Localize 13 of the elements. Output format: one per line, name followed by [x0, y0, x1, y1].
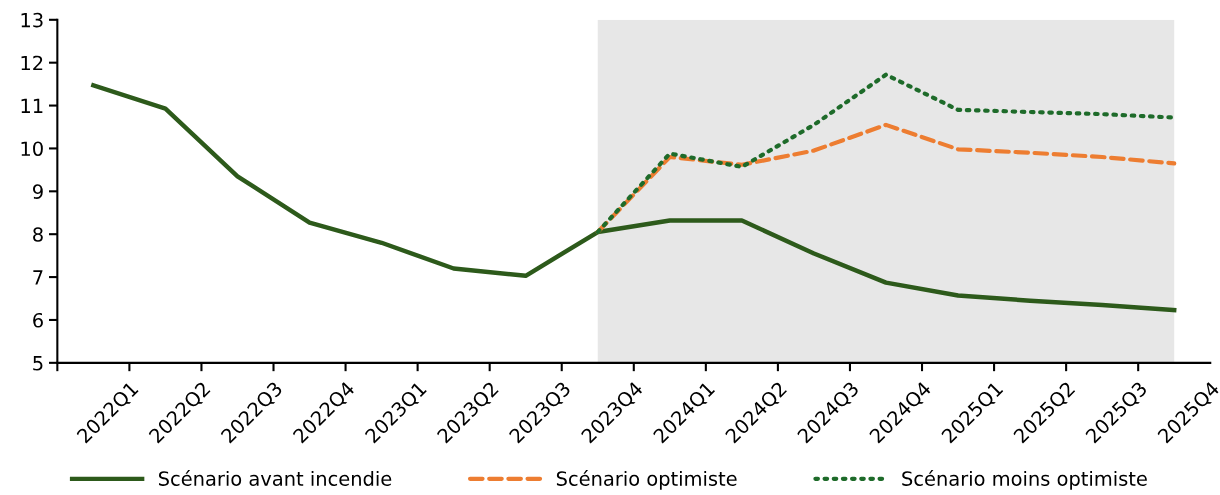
y-tick-label: 12 — [21, 55, 43, 71]
legend-label: Scénario optimiste — [556, 470, 737, 490]
legend-label: Scénario avant incendie — [158, 470, 392, 486]
y-tick-label: 6 — [33, 312, 43, 328]
y-tick-label: 5 — [33, 356, 43, 371]
legend-label: Scénario moins optimiste — [902, 470, 1147, 490]
line-series — [91, 83, 1177, 313]
y-tick-label: 9 — [33, 184, 43, 199]
y-tick-label: 13 — [21, 12, 43, 28]
y-tick-label: 7 — [33, 270, 43, 285]
y-tick-label: 8 — [33, 227, 43, 242]
y-tick-label: 10 — [21, 141, 43, 157]
y-tick-label: 11 — [21, 98, 43, 113]
